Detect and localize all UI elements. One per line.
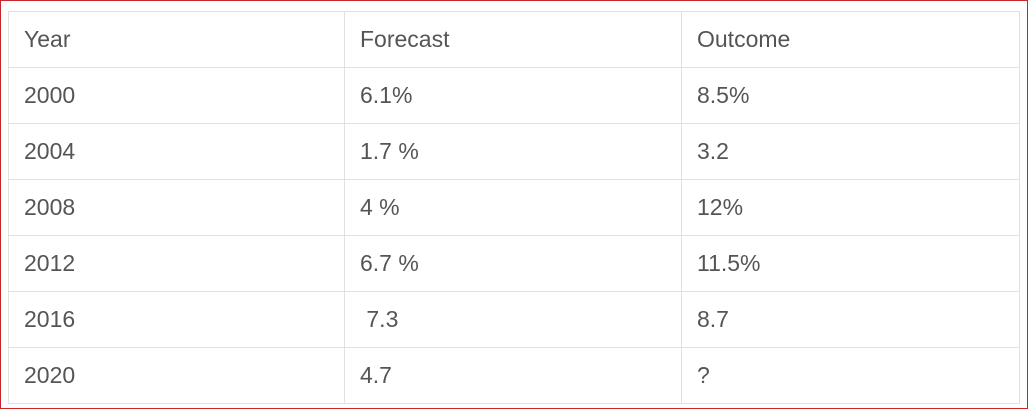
table-cell: 7.3 bbox=[344, 291, 682, 348]
table-body: 2000 6.1% 8.5% 2004 1.7 % 3.2 2008 4 % 12% 2012 6.… bbox=[8, 67, 1020, 404]
table-cell: 11.5% bbox=[681, 235, 1020, 292]
table-cell: 12% bbox=[681, 179, 1020, 236]
table-cell: 2008 bbox=[8, 179, 345, 236]
table-cell: 8.5% bbox=[681, 67, 1020, 124]
data-table: Year Forecast Outcome 2000 6.1% 8.5% 2004 1.7 … bbox=[8, 11, 1020, 404]
table-cell: 4.7 bbox=[344, 347, 682, 404]
table-cell: 3.2 bbox=[681, 123, 1020, 180]
table-cell: 6.1% bbox=[344, 67, 682, 124]
table-cell: 2020 bbox=[8, 347, 345, 404]
table-cell: 2004 bbox=[8, 123, 345, 180]
table-cell: 8.7 bbox=[681, 291, 1020, 348]
header-cell: Forecast bbox=[344, 11, 682, 68]
table-row: 2000 6.1% 8.5% bbox=[8, 67, 1020, 124]
table-cell: 2012 bbox=[8, 235, 345, 292]
table-cell: 6.7 % bbox=[344, 235, 682, 292]
table-row: 2012 6.7 % 11.5% bbox=[8, 235, 1020, 292]
header-cell: Outcome bbox=[681, 11, 1020, 68]
table-row: 2020 4.7? bbox=[8, 347, 1020, 404]
table-row: 2008 4 % 12% bbox=[8, 179, 1020, 236]
table-cell: 2016 bbox=[8, 291, 345, 348]
table-cell: 4 % bbox=[344, 179, 682, 236]
table-cell: ? bbox=[681, 347, 1020, 404]
header-cell: Year bbox=[8, 11, 345, 68]
table-row: 2016 7.3 8.7 bbox=[8, 291, 1020, 348]
table-row: 2004 1.7 % 3.2 bbox=[8, 123, 1020, 180]
table-cell: 1.7 % bbox=[344, 123, 682, 180]
table-cell: 2000 bbox=[8, 67, 345, 124]
header-row: Year Forecast Outcome bbox=[8, 11, 1020, 68]
